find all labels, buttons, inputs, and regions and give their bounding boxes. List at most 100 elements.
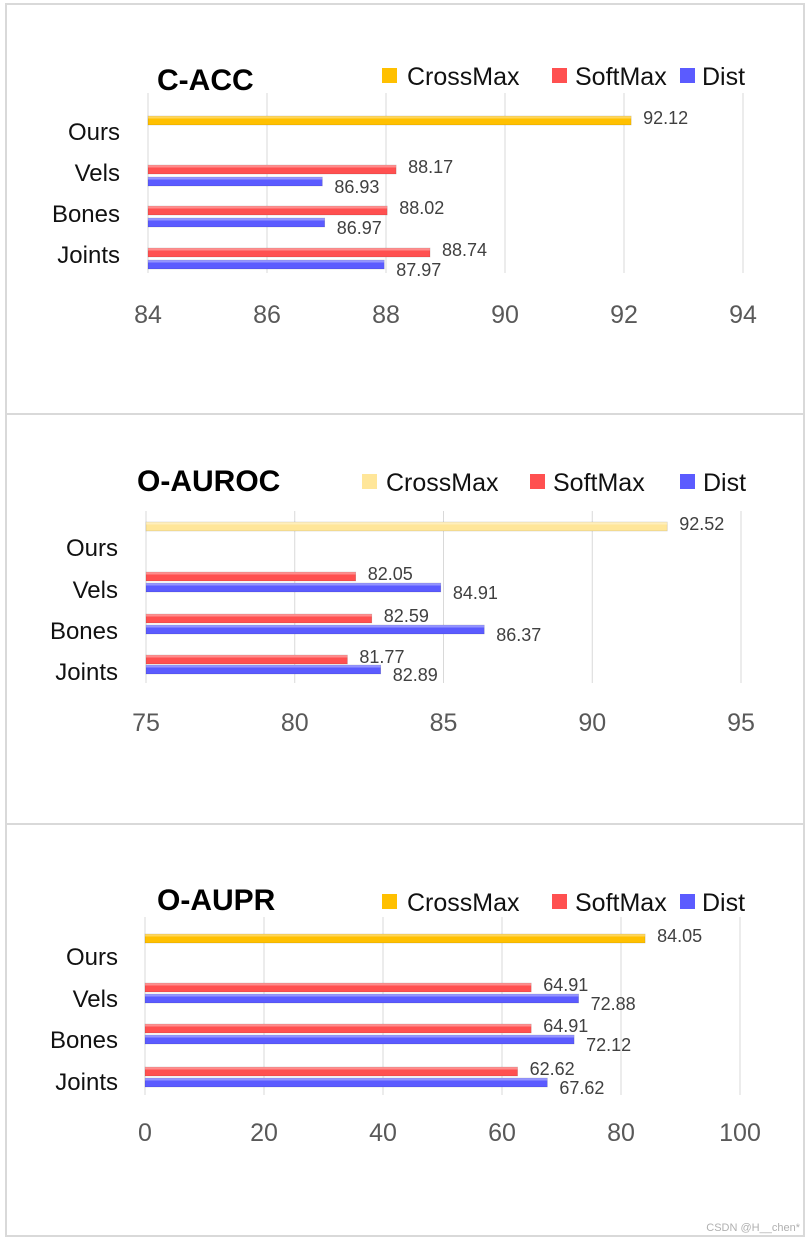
bar-highlight (145, 1035, 575, 1038)
chart-title: O-AUROC (137, 465, 280, 498)
x-tick-label: 88 (372, 301, 400, 329)
x-tick-label: 80 (281, 709, 309, 737)
x-tick-label: 60 (488, 1119, 516, 1147)
x-tick-label: 40 (369, 1119, 397, 1147)
bar-highlight (146, 614, 372, 617)
bar-joints-softmax (145, 654, 348, 665)
category-label-vels: Vels (73, 986, 118, 1013)
bar-bones-dist (144, 1034, 575, 1045)
legend-swatch-crossmax (382, 68, 397, 83)
x-tick-label: 90 (491, 301, 519, 329)
bar-highlight (146, 583, 441, 586)
category-label-vels: Vels (73, 577, 118, 604)
bar-joints-dist (147, 259, 385, 270)
bar-vels-dist (144, 993, 579, 1004)
data-label-vels-dist: 72.88 (591, 994, 636, 1014)
data-label-bones-softmax: 88.02 (399, 198, 444, 218)
bar-bones-dist (145, 624, 485, 635)
bar-bones-softmax (147, 205, 388, 216)
category-label-bones: Bones (50, 1027, 118, 1054)
category-label-ours: Ours (66, 944, 118, 971)
category-label-joints: Joints (57, 242, 120, 269)
x-tick-label: 100 (719, 1119, 761, 1147)
bar-joints-softmax (144, 1066, 518, 1077)
bar-vels-softmax (144, 982, 532, 993)
watermark: CSDN @H__chen* (706, 1222, 800, 1234)
legend-swatch-dist (680, 894, 695, 909)
x-tick-label: 80 (607, 1119, 635, 1147)
bar-highlight (146, 522, 668, 525)
legend-swatch-softmax (552, 894, 567, 909)
bar-highlight (145, 994, 579, 997)
data-label-ours-crossmax: 92.12 (643, 108, 688, 128)
bar-joints-dist (144, 1077, 548, 1088)
bar-highlight (148, 218, 325, 221)
bar-highlight (148, 116, 632, 119)
data-label-bones-softmax: 64.91 (543, 1016, 588, 1036)
legend-label-crossmax: CrossMax (386, 469, 499, 497)
chart-o-auroc: 75 80 85 90 95 O-AUROC CrossMax SoftMax Dist Ours… (50, 465, 755, 737)
x-tick-label: 0 (138, 1119, 152, 1147)
chart-panel-c-acc: 84 86 88 90 92 94 C-ACC CrossMax SoftMax Dist Ours… (5, 3, 805, 415)
legend-label-softmax: SoftMax (553, 469, 645, 497)
data-label-bones-softmax: 82.59 (384, 606, 429, 626)
legend-label-dist: Dist (702, 63, 745, 91)
x-tick-label: 92 (610, 301, 638, 329)
legend-swatch-crossmax (362, 474, 377, 489)
legend-label-softmax: SoftMax (575, 889, 667, 917)
bar-joints-dist (145, 664, 382, 675)
category-label-vels: Vels (75, 160, 120, 187)
legend-label-dist: Dist (703, 469, 746, 497)
x-tick-label: 95 (727, 709, 755, 737)
data-label-vels-softmax: 82.05 (368, 564, 413, 584)
legend-label-softmax: SoftMax (575, 63, 667, 91)
data-label-joints-softmax: 88.74 (442, 240, 487, 260)
category-label-bones: Bones (50, 618, 118, 645)
bar-highlight (146, 655, 348, 658)
data-label-bones-dist: 72.12 (586, 1035, 631, 1055)
x-tick-label: 90 (578, 709, 606, 737)
bar-highlight (145, 1067, 518, 1070)
data-label-joints-softmax: 81.77 (359, 647, 404, 667)
chart-title: C-ACC (157, 64, 254, 97)
bar-vels-dist (147, 176, 323, 187)
bar-highlight (148, 206, 388, 209)
bar-ours-crossmax (147, 115, 632, 126)
bar-highlight (145, 983, 532, 986)
data-label-bones-dist: 86.37 (496, 625, 541, 645)
bar-highlight (148, 177, 323, 180)
bar-joints-softmax (147, 247, 431, 258)
data-label-joints-dist: 87.97 (396, 260, 441, 280)
data-label-vels-dist: 84.91 (453, 583, 498, 603)
bar-ours-crossmax (145, 521, 668, 532)
category-label-joints: Joints (55, 1069, 118, 1096)
chart-c-acc: 84 86 88 90 92 94 C-ACC CrossMax SoftMax Dist Ours… (52, 63, 757, 329)
x-tick-label: 84 (134, 301, 162, 329)
data-label-joints-dist: 82.89 (393, 665, 438, 685)
bar-highlight (146, 665, 381, 668)
bar-ours-crossmax (144, 933, 646, 944)
category-label-joints: Joints (55, 659, 118, 686)
legend-swatch-softmax (552, 68, 567, 83)
bar-bones-dist (147, 217, 326, 228)
legend-label-crossmax: CrossMax (407, 889, 520, 917)
x-tick-label: 75 (132, 709, 160, 737)
data-label-vels-dist: 86.93 (334, 177, 379, 197)
bar-highlight (146, 625, 485, 628)
chart-panel-o-aupr: 0 20 40 60 80 100 O-AUPR CrossMax SoftMax Dist Our… (5, 823, 805, 1237)
data-label-joints-softmax: 62.62 (530, 1059, 575, 1079)
legend-swatch-crossmax (382, 894, 397, 909)
bar-vels-dist (145, 582, 442, 593)
bar-bones-softmax (145, 613, 373, 624)
bar-highlight (148, 260, 385, 263)
bar-vels-softmax (145, 571, 357, 582)
data-label-ours-crossmax: 84.05 (657, 926, 702, 946)
x-tick-label: 94 (729, 301, 757, 329)
data-label-bones-dist: 86.97 (337, 218, 382, 238)
category-label-ours: Ours (66, 535, 118, 562)
legend-swatch-softmax (530, 474, 545, 489)
legend-label-dist: Dist (702, 889, 745, 917)
category-label-bones: Bones (52, 201, 120, 228)
data-label-ours-crossmax: 92.52 (679, 514, 724, 534)
chart-panel-o-auroc: 75 80 85 90 95 O-AUROC CrossMax SoftMax Dist Ours… (5, 413, 805, 825)
